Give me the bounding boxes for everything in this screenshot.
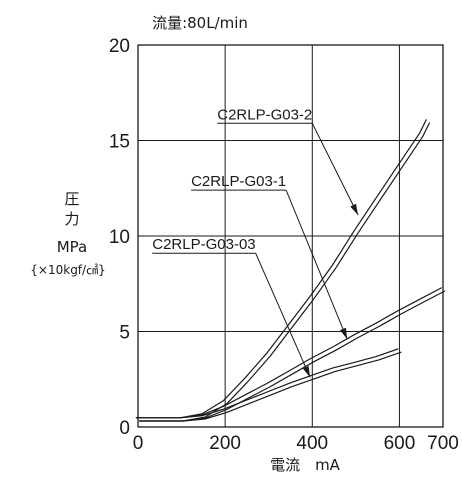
series-line-1	[135, 119, 427, 419]
y-tick-label: 0	[119, 418, 130, 439]
x-tick-label: 400	[296, 433, 328, 454]
series	[135, 119, 446, 422]
x-tick-label: 0	[133, 433, 144, 454]
grid	[138, 45, 443, 427]
y-axis-unit: MPa	[57, 238, 88, 256]
series-pointer-2	[285, 189, 348, 340]
series-line-3	[135, 348, 399, 419]
callouts: C2RLP-G03-2 C2RLP-G03-1 C2RLP-G03-03	[152, 106, 359, 378]
y-axis-label-line-2: 力	[64, 210, 79, 228]
x-tick-label: 200	[209, 433, 241, 454]
series-label-2: C2RLP-G03-1	[191, 173, 286, 190]
series-pointer-3	[255, 252, 311, 378]
y-tick-label: 5	[119, 323, 130, 344]
y-tick-label: 20	[109, 36, 130, 57]
series-arrowhead-3	[302, 365, 311, 378]
series-arrowhead-2	[340, 327, 348, 340]
x-tick-label: 600	[384, 433, 416, 454]
chart-title: 流量:80L/min	[152, 14, 248, 32]
series-line-1-outline	[139, 122, 431, 422]
series-label-1: C2RLP-G03-2	[217, 106, 312, 123]
y-tick-label: 10	[109, 227, 130, 248]
y-axis-unit-alt: {×10kgf/㎠}	[30, 263, 105, 277]
x-tick-label: 700	[427, 433, 459, 454]
y-axis-label: 圧 力 MPa {×10kgf/㎠}	[30, 190, 105, 277]
series-label-3: C2RLP-G03-03	[152, 236, 255, 253]
y-tick-label: 15	[109, 132, 130, 153]
series-line-3-outline	[139, 351, 402, 422]
series-arrowhead-1	[350, 203, 359, 215]
x-axis-label: 電流 mA	[270, 456, 341, 474]
series-line-2-outline	[139, 290, 446, 422]
plot-frame	[137, 44, 444, 428]
tick-labels: 0 200 400 600 700 0 5 10 15 20	[109, 36, 459, 454]
series-pointer-1	[311, 123, 359, 216]
y-axis-label-line-1: 圧	[64, 190, 79, 208]
series-line-2	[135, 287, 442, 419]
